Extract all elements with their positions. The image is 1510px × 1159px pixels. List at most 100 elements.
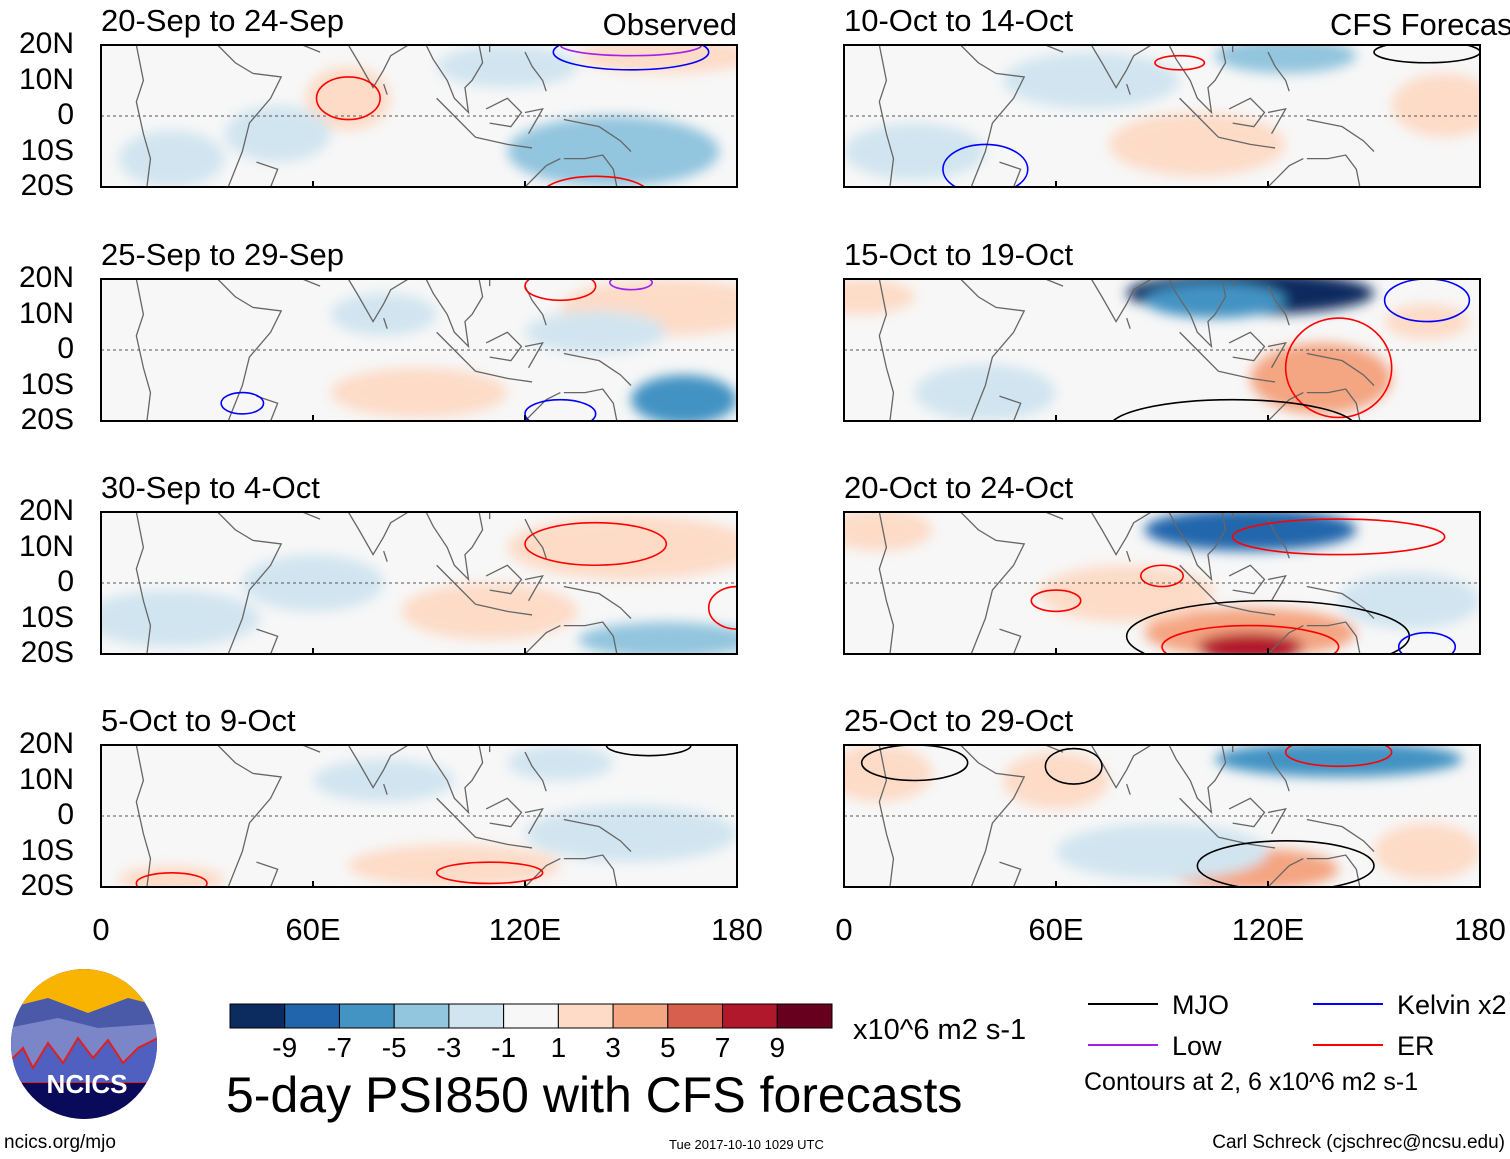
anomaly-shading <box>1056 823 1268 880</box>
y-tick-label: 10N <box>18 529 74 563</box>
footer-url: ncics.org/mjo <box>4 1132 116 1153</box>
coastline <box>1259 886 1261 887</box>
contour-mjo <box>1044 747 1103 785</box>
coastline <box>524 518 547 559</box>
coastline <box>878 512 895 654</box>
coastline <box>878 279 895 421</box>
coastline <box>217 512 283 654</box>
contour-er <box>1161 624 1340 654</box>
coastline <box>1267 158 1304 187</box>
coastline <box>256 395 279 421</box>
coastline <box>217 745 283 887</box>
coastline <box>475 136 533 149</box>
x-tick-label: 120E <box>488 912 562 947</box>
coastline <box>960 45 1026 187</box>
coastline <box>524 392 561 421</box>
anomaly-shading <box>348 844 561 887</box>
coastline <box>960 279 1026 421</box>
coastline <box>436 564 476 605</box>
anomaly-shading <box>578 622 737 654</box>
coastline <box>1267 574 1287 602</box>
coastline <box>1267 107 1287 135</box>
coastline <box>347 745 409 789</box>
coastline <box>1045 279 1064 287</box>
coastline <box>1306 818 1375 852</box>
map-panel <box>843 278 1481 422</box>
y-tick-label: 20S <box>20 869 74 902</box>
anomaly-shading <box>224 105 331 163</box>
colorbar-swatch <box>284 1003 340 1029</box>
panel-frame <box>843 511 1481 655</box>
coastline <box>383 317 388 329</box>
coastline <box>302 279 321 287</box>
contour-er <box>545 175 646 187</box>
coastline <box>425 745 484 815</box>
map-panel <box>843 744 1481 888</box>
panel-title: 25-Sep to 29-Sep <box>101 237 345 272</box>
x-tick-label: 120E <box>1231 912 1305 947</box>
coastline <box>135 279 152 421</box>
legend-line <box>1088 1044 1158 1046</box>
coastline <box>524 51 547 92</box>
coastline <box>302 512 321 520</box>
colorbar-label: -3 <box>436 1032 461 1063</box>
coastline <box>563 154 618 187</box>
contour-mjo <box>605 745 692 757</box>
coastline <box>485 564 523 595</box>
coastline <box>1306 621 1361 654</box>
anomaly-shading <box>118 130 225 187</box>
coastline <box>1306 388 1361 421</box>
coastline <box>1179 331 1219 372</box>
coastline <box>524 751 547 792</box>
coastline <box>475 370 533 383</box>
coastline <box>524 625 561 654</box>
y-tick-label: 20S <box>20 403 74 436</box>
coastline <box>302 745 321 753</box>
coastline <box>1218 603 1276 616</box>
contour-kelvin <box>552 45 710 71</box>
panel-tag: CFS Forecast <box>1330 7 1510 42</box>
coastline <box>1218 136 1276 149</box>
coastline <box>217 279 283 421</box>
coastline <box>1168 512 1227 582</box>
colorbar-label: 1 <box>551 1032 567 1063</box>
contour-kelvin <box>942 143 1029 187</box>
colorbar-swatch <box>667 1003 724 1029</box>
coastline <box>1259 420 1261 421</box>
coastline <box>1218 370 1276 383</box>
coastline <box>563 621 618 654</box>
x-tick-label: 0 <box>835 912 853 947</box>
coastline <box>1090 45 1152 89</box>
anomaly-shading <box>1215 45 1357 74</box>
coastline <box>1168 279 1227 349</box>
map-panels <box>100 44 1481 888</box>
coastline <box>425 45 484 115</box>
anomaly-shading <box>844 745 933 802</box>
y-tick-label: 20N <box>18 494 74 527</box>
coastline <box>1168 45 1227 115</box>
panel-frame <box>100 44 738 188</box>
panel-title: 20-Oct to 24-Oct <box>844 470 1074 505</box>
map-panel <box>843 44 1481 188</box>
y-tick-label: 10S <box>20 133 74 167</box>
coastline <box>485 331 523 362</box>
colorbar-label: -7 <box>327 1032 352 1063</box>
colorbar-swatch <box>229 1003 286 1029</box>
footer-author: Carl Schreck (cjschrec@ncsu.edu) <box>1212 1132 1505 1153</box>
coastline <box>1267 51 1290 92</box>
coastline <box>1267 858 1304 887</box>
x-tick-label: 60E <box>285 912 341 947</box>
coastline <box>1228 797 1266 828</box>
panel-title: 30-Sep to 4-Oct <box>101 470 320 505</box>
coastline <box>524 107 544 135</box>
map-panel <box>100 278 738 422</box>
y-tick-label: 10N <box>18 62 74 96</box>
coastline <box>436 797 476 838</box>
anomaly-shading <box>844 279 915 315</box>
legend-label: ER <box>1397 1031 1435 1061</box>
coastline <box>1045 45 1064 53</box>
coastline <box>516 886 518 887</box>
coastline <box>383 783 388 795</box>
coastline <box>1126 317 1131 329</box>
